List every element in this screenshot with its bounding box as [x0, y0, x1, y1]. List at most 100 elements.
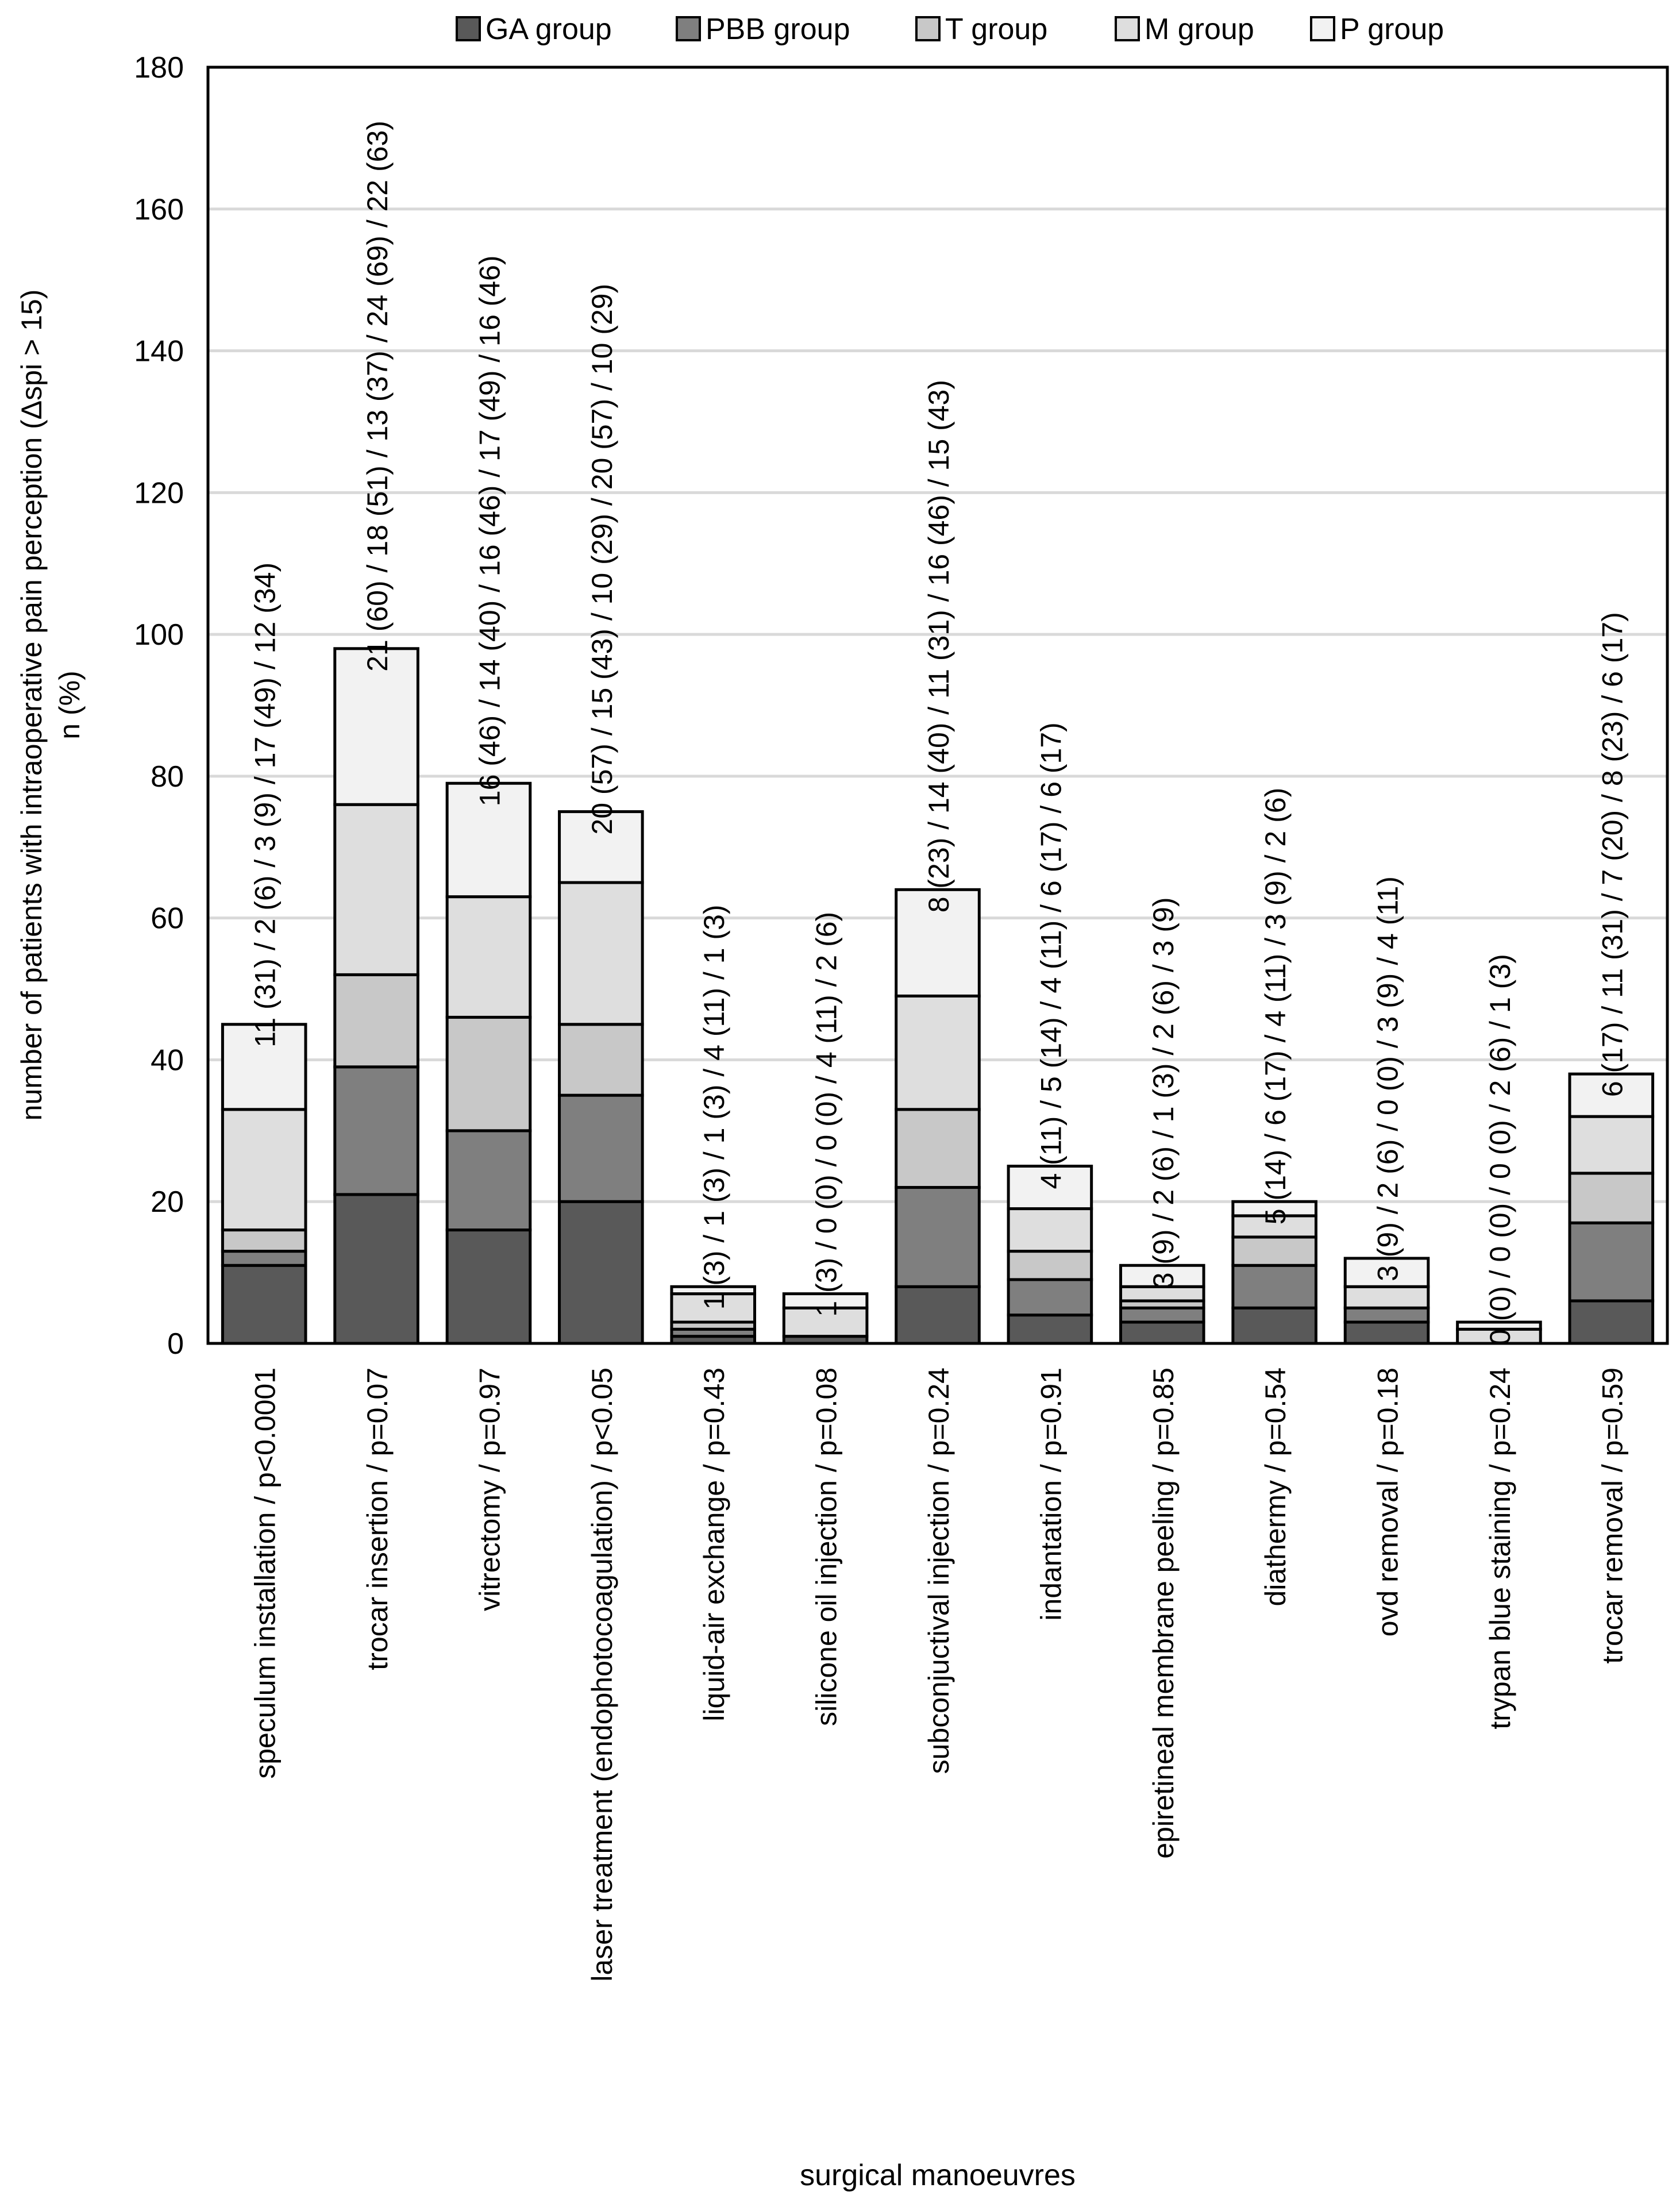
bar-segment	[558, 810, 644, 884]
x-tick-label: ovd removal / p=0.18	[1372, 1368, 1404, 1636]
bar-segment	[333, 803, 419, 976]
x-axis-tick-labels: speculum installation / p<0.0001 trocar i…	[249, 1368, 1629, 1982]
bar-segment	[895, 1108, 981, 1189]
bar-annotation-label: 3 (9) / 2 (6) / 1 (3) / 2 (6) / 3 (9)	[1147, 898, 1180, 1289]
bar-segment	[558, 1200, 644, 1345]
x-tick-label: speculum installation / p<0.0001	[249, 1368, 282, 1779]
legend-label: PBB group	[706, 13, 850, 46]
y-axis-ticks: 0 20 40 60 80 100 120 140 160 180	[134, 51, 184, 1361]
bar-annotation-label: 6 (17) / 11 (31) / 7 (20) / 8 (23) / 6 (…	[1596, 612, 1628, 1097]
x-tick-label: trocar insertion / p=0.07	[361, 1368, 394, 1670]
bar-segment	[1119, 1264, 1205, 1288]
legend-label: M group	[1145, 13, 1254, 46]
bar-segment	[1568, 1115, 1655, 1175]
legend-swatch	[915, 16, 941, 41]
bar-segment	[333, 973, 419, 1069]
y-tick-label: 180	[134, 51, 184, 84]
bar-annotations: 11 (31) / 2 (6) / 3 (9) / 17 (49) / 12 (…	[249, 121, 1629, 1345]
bar-annotation-label: 5 (14) / 6 (17) / 4 (11) / 3 (9) / 2 (6)	[1259, 788, 1292, 1224]
bar-segment	[1007, 1207, 1093, 1253]
bar-segment	[782, 1292, 869, 1309]
bar-segment	[1568, 1221, 1655, 1303]
bar-segment	[895, 994, 981, 1111]
bar-segment	[445, 895, 532, 1019]
bar-segment	[333, 647, 419, 806]
bar-annotation-label: 1 (3) / 0 (0) / 0 (0) / 4 (11) / 2 (6)	[811, 912, 843, 1317]
legend-label: P group	[1340, 13, 1444, 46]
bar-segment	[333, 1065, 419, 1196]
bar-segment	[221, 1228, 307, 1253]
bar-annotation-label: 8 (23) / 14 (40) / 11 (31) / 16 (46) / 1…	[923, 380, 955, 912]
x-tick-label: subconjuctival injection / p=0.24	[923, 1368, 955, 1774]
bar-segment	[445, 1228, 532, 1345]
bar-segment	[895, 888, 981, 997]
bar-segment	[1343, 1320, 1430, 1345]
legend-swatch	[676, 16, 701, 41]
bar-annotation-label: 3 (9) / 2 (6) / 0 (0) / 3 (9) / 4 (11)	[1372, 876, 1404, 1281]
bar-annotation-label: 16 (46) / 14 (40) / 16 (46) / 17 (49) / …	[473, 255, 506, 806]
bar-segment	[782, 1306, 869, 1338]
x-tick-label: trocar removal / p=0.59	[1596, 1368, 1628, 1664]
bar-segment	[558, 881, 644, 1026]
bar-segment	[895, 1285, 981, 1345]
bar-segment	[1007, 1165, 1093, 1211]
legend-label: T group	[945, 13, 1047, 46]
bar-annotation-label: 21 (60) / 18 (51) / 13 (37) / 24 (69) / …	[361, 121, 394, 672]
y-tick-label: 120	[134, 476, 184, 510]
bar-segment	[1456, 1320, 1542, 1331]
y-axis-title: number of patients with intraoperative p…	[16, 290, 48, 1121]
bar-segment	[1568, 1072, 1655, 1118]
x-tick-label: diathermy / p=0.54	[1259, 1368, 1292, 1607]
x-axis-title: surgical manoeuvres	[800, 2159, 1076, 2192]
bar-segment	[558, 1023, 644, 1097]
x-tick-label: silicone oil injection / p=0.08	[811, 1368, 843, 1726]
bar-segment	[221, 1264, 307, 1345]
y-tick-label: 100	[134, 618, 184, 652]
legend: GA group PBB group T group M group P group	[456, 13, 1444, 46]
legend-swatch	[1310, 16, 1335, 41]
bar-annotation-label: 11 (31) / 2 (6) / 3 (9) / 17 (49) / 12 (…	[249, 563, 282, 1047]
x-tick-label: laser treatment (endophotocoagulation) /…	[586, 1368, 618, 1982]
bar-segment	[1007, 1250, 1093, 1281]
bar-segment	[333, 1193, 419, 1345]
x-tick-label: epiretineal membrane peeling / p=0.85	[1147, 1368, 1180, 1859]
bar-segment	[1343, 1306, 1430, 1324]
bar-segment	[1343, 1257, 1430, 1288]
bar-segment	[1568, 1299, 1655, 1345]
y-tick-label: 160	[134, 193, 184, 226]
y-tick-label: 40	[151, 1043, 184, 1077]
bar-segment	[445, 1129, 532, 1232]
x-tick-label: indantation / p=0.91	[1035, 1368, 1067, 1621]
legend-label: GA group	[485, 13, 612, 46]
bar-segment	[221, 1250, 307, 1267]
bar-segment	[1231, 1235, 1317, 1267]
bar-annotation-label: 4 (11) / 5 (14) / 4 (11) / 6 (17) / 6 (1…	[1035, 722, 1067, 1189]
bar-segment	[1231, 1264, 1317, 1309]
bar-segment	[670, 1285, 757, 1296]
bar-annotation-label: 1 (3) / 1 (3) / 1 (3) / 4 (11) / 1 (3)	[698, 904, 730, 1309]
x-tick-label: vitrectomy / p=0.97	[473, 1368, 506, 1611]
bar-segment	[1119, 1320, 1205, 1345]
bar-annotation-label: 0 (0) / 0 (0) / 0 (0) / 2 (6) / 1 (3)	[1484, 954, 1516, 1345]
y-tick-label: 0	[167, 1327, 184, 1361]
legend-swatch	[1115, 16, 1140, 41]
bar-segment	[1231, 1306, 1317, 1345]
y-tick-label: 140	[134, 335, 184, 368]
bar-segment	[558, 1093, 644, 1203]
bar-segment	[1119, 1306, 1205, 1324]
y-tick-label: 80	[151, 760, 184, 794]
y-tick-label: 60	[151, 902, 184, 935]
bars	[221, 647, 1655, 1345]
x-tick-label: trypan blue staining / p=0.24	[1484, 1368, 1516, 1730]
plot-area-frame	[206, 66, 1669, 1345]
x-tick-label: liquid-air exchange / p=0.43	[698, 1368, 730, 1721]
bar-segment	[221, 1108, 307, 1232]
bar-segment	[1231, 1214, 1317, 1239]
y-tick-label: 20	[151, 1185, 184, 1219]
y-axis-subtitle: n (%)	[53, 671, 86, 739]
bar-segment	[1568, 1172, 1655, 1224]
bar-segment	[445, 1015, 532, 1133]
bar-segment	[1007, 1278, 1093, 1317]
bar-segment	[1007, 1314, 1093, 1345]
